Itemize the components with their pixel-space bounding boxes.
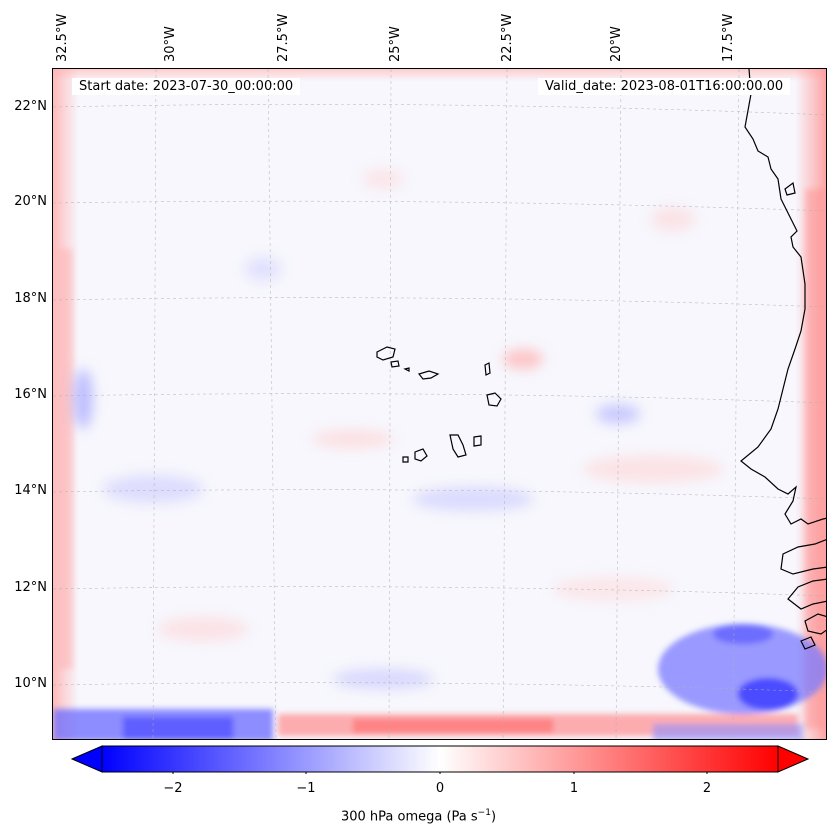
start-date-label: Start date: 2023-07-30_00:00:00 — [72, 78, 301, 95]
lon-label-22-5w: 22.5°W — [500, 13, 515, 62]
omega-anomalies — [73, 169, 723, 689]
lat-label-20n: 20°N — [14, 194, 47, 209]
santiago-island — [449, 434, 467, 458]
omega-field-map — [53, 69, 826, 739]
african-coast — [740, 69, 826, 525]
sao-nicolau-island — [417, 370, 440, 380]
colorbar-tick-marks — [172, 772, 708, 774]
lon-label-20w: 20°W — [609, 26, 624, 62]
colorbar-tick-minus-1: −1 — [296, 781, 316, 796]
lon-label-32-5w: 32.5°W — [55, 13, 70, 62]
maio-island — [473, 435, 482, 447]
map-panel — [52, 68, 827, 740]
bijagos-islands — [800, 636, 816, 650]
lat-label-12n: 12°N — [14, 580, 47, 595]
graticule — [53, 69, 826, 739]
boa-vista-island — [486, 392, 502, 407]
fogo-island — [414, 448, 428, 462]
lon-label-25w: 25°W — [388, 26, 403, 62]
cape-verde-islands — [376, 346, 502, 463]
colorbar-extend-max — [777, 745, 810, 773]
guinea-coast — [804, 613, 826, 635]
colorbar-tick-1: 1 — [569, 781, 579, 796]
santa-luzia-island — [403, 367, 410, 372]
sao-vicente-island — [390, 360, 400, 368]
lon-label-30w: 30°W — [163, 26, 178, 62]
lat-label-18n: 18°N — [14, 291, 47, 306]
colorbar-body — [101, 745, 779, 773]
brava-island — [402, 456, 409, 463]
colorbar-tick-2: 2 — [702, 781, 712, 796]
guinea-bissau-coast — [787, 578, 826, 610]
colorbar-label: 300 hPa omega (Pa s−1) — [340, 808, 497, 825]
lon-label-17-5w: 17.5°W — [721, 13, 736, 62]
lat-label-16n: 16°N — [14, 387, 47, 402]
santo-antao-island — [376, 346, 396, 361]
lon-label-27-5w: 27.5°W — [276, 13, 291, 62]
valid-date-label: Valid_date: 2023-08-01T16:00:00.00 — [538, 78, 791, 95]
colorbar-tick-0: 0 — [435, 781, 445, 796]
lat-label-14n: 14°N — [14, 483, 47, 498]
sal-island — [484, 362, 491, 376]
colorbar-tick-minus-2: −2 — [163, 781, 183, 796]
colorbar-extend-min — [70, 745, 103, 773]
lat-label-10n: 10°N — [14, 676, 47, 691]
colorbar — [70, 745, 810, 774]
lat-label-22n: 22°N — [14, 99, 47, 114]
gambia-coast — [780, 539, 826, 575]
coastline — [740, 69, 826, 650]
bottom-strong-features — [53, 624, 826, 739]
